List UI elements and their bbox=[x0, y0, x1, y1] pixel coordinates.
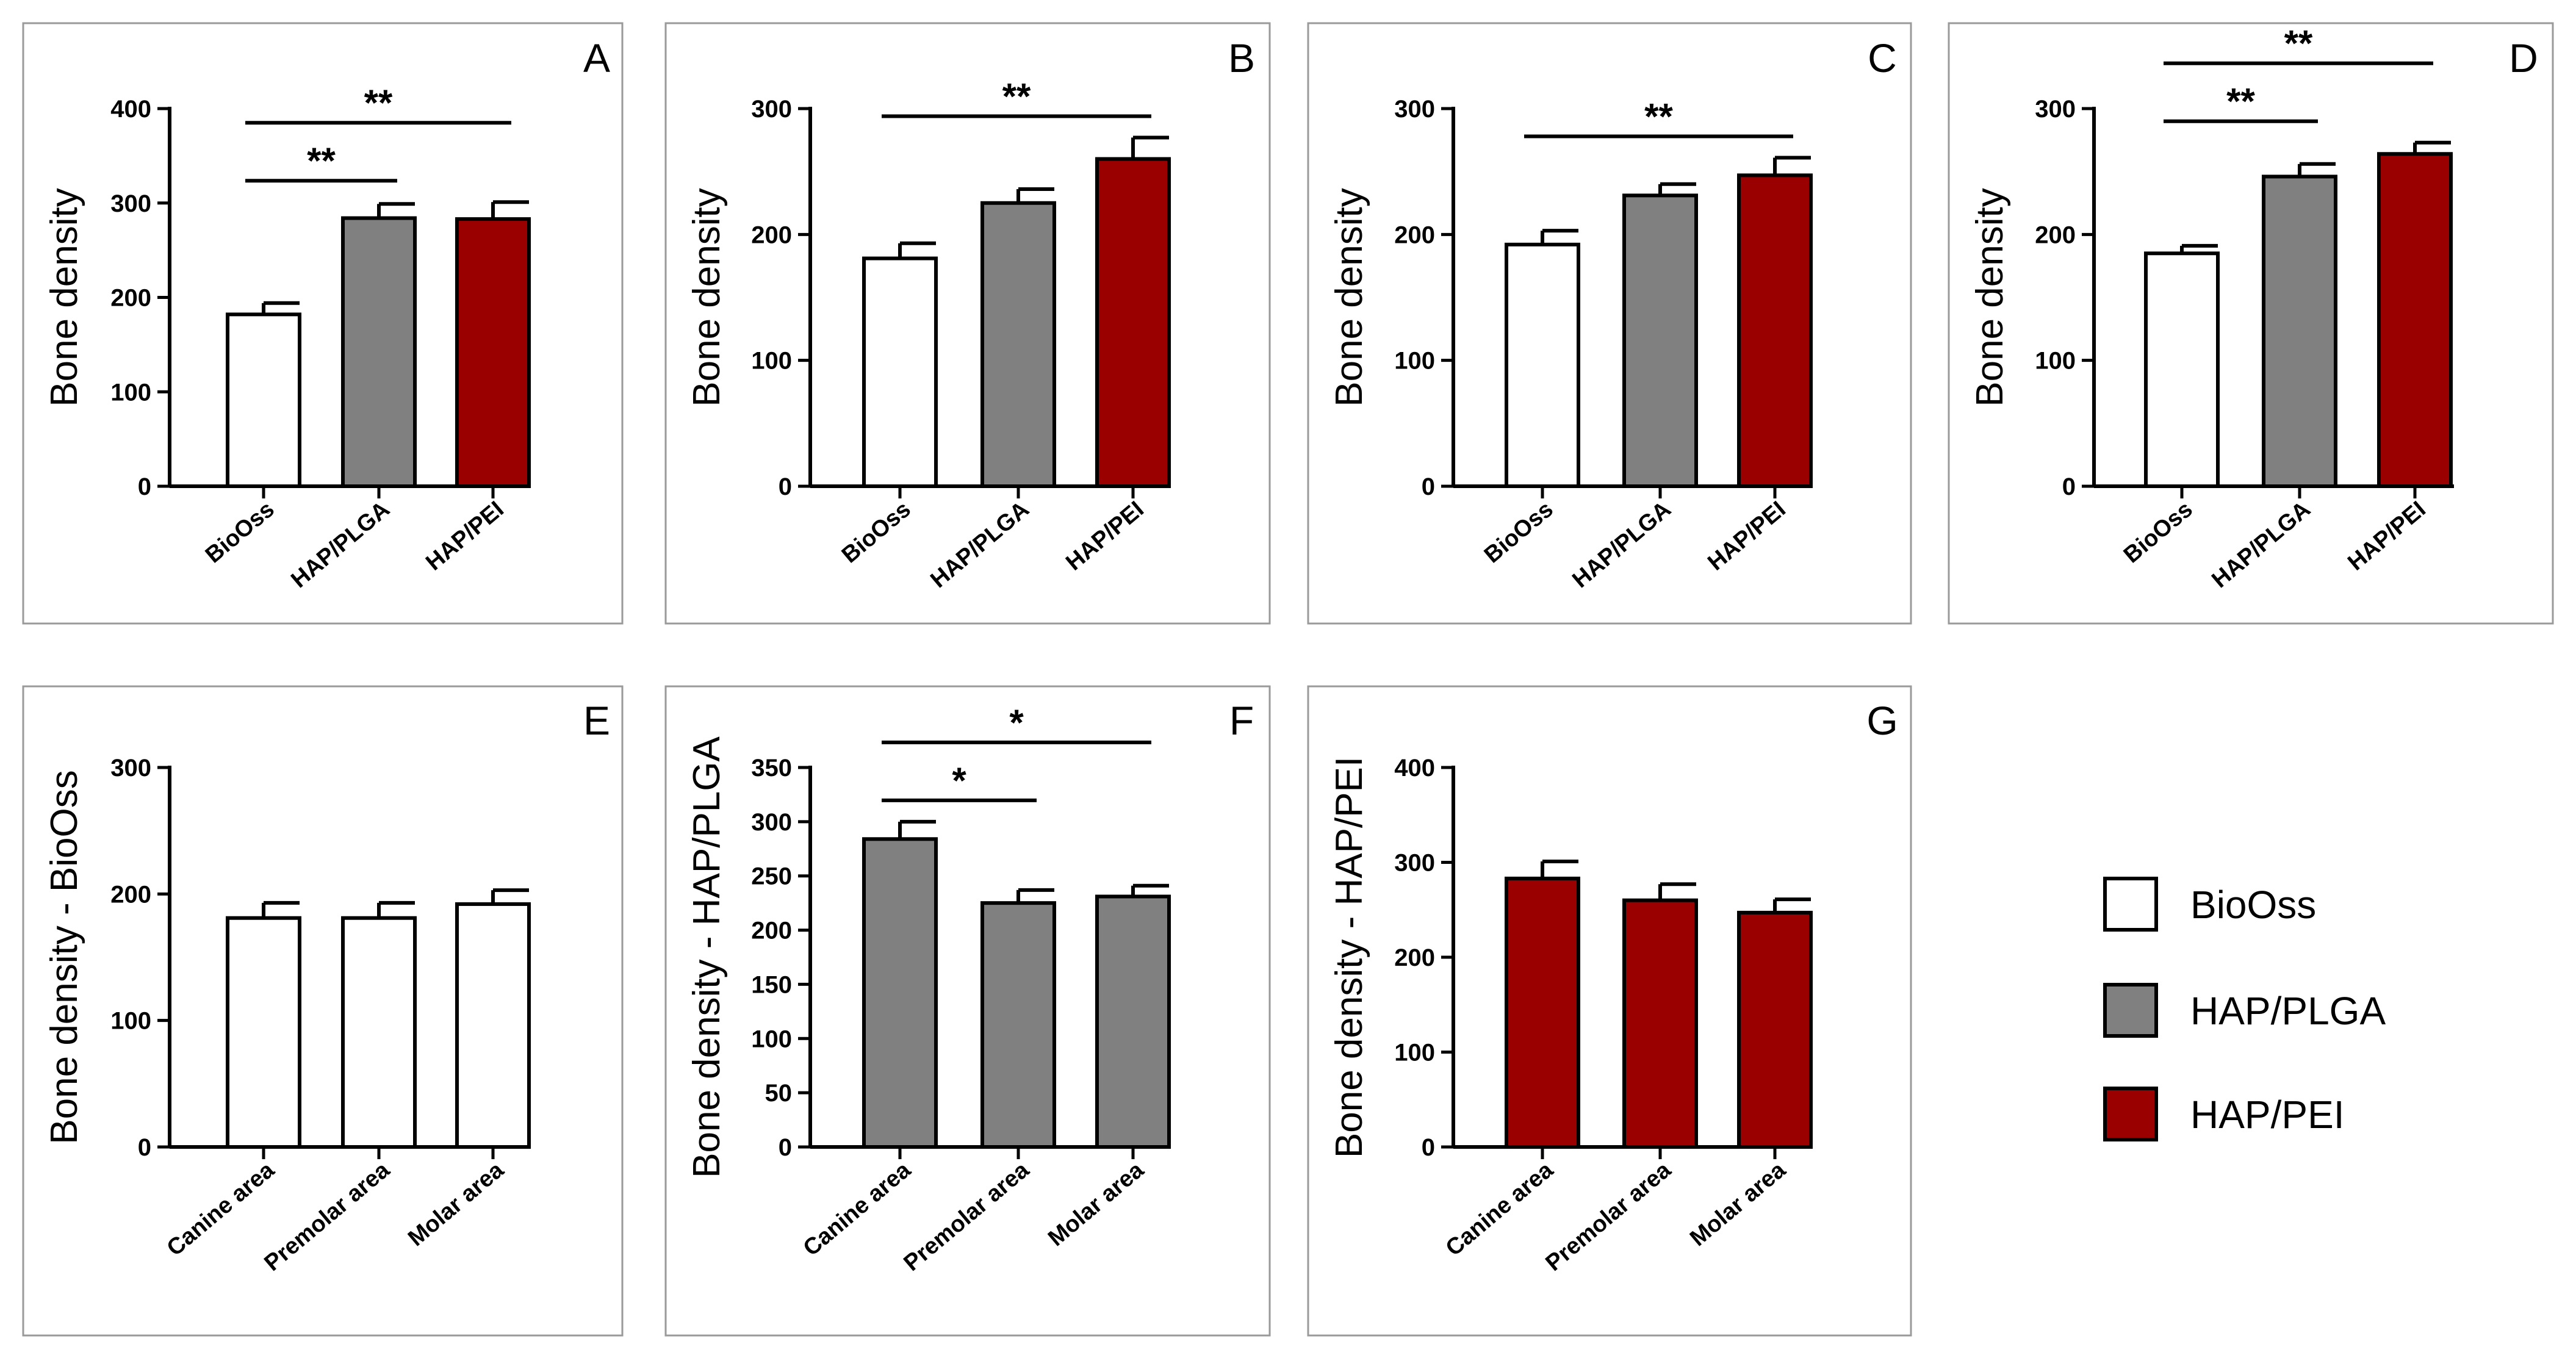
bar-c-1 bbox=[1622, 193, 1698, 488]
y-tick-label: 100 bbox=[751, 348, 792, 375]
significance-label: ** bbox=[364, 82, 393, 123]
y-tick-label: 150 bbox=[751, 971, 792, 998]
y-tick-label: 50 bbox=[765, 1080, 793, 1107]
bar-g-0 bbox=[1505, 876, 1580, 1149]
legend-swatch-hap-pei bbox=[2103, 1087, 2158, 1141]
y-tick-label: 300 bbox=[1394, 850, 1435, 877]
panel-letter: E bbox=[583, 698, 610, 743]
panel-letter: A bbox=[583, 35, 610, 81]
legend-label-bioOss: BioOss bbox=[2190, 883, 2316, 927]
y-axis-title: Bone density bbox=[43, 188, 85, 406]
panel-letter: B bbox=[1228, 35, 1255, 81]
panel-letter: G bbox=[1866, 698, 1898, 743]
bar-c-2 bbox=[1737, 173, 1813, 488]
panel-letter: D bbox=[2509, 35, 2538, 81]
legend: BioOss HAP/PLGA HAP/PEI bbox=[2103, 877, 2386, 1141]
y-tick-label: 0 bbox=[779, 1134, 792, 1161]
y-tick-label: 350 bbox=[751, 755, 792, 782]
legend-swatch-hap-plga bbox=[2103, 983, 2158, 1038]
y-axis-title: Bone density - HAP/PEI bbox=[1328, 757, 1370, 1158]
y-axis-title: Bone density - HAP/PLGA bbox=[686, 736, 728, 1178]
significance-label: ** bbox=[1002, 76, 1031, 117]
legend-label-hap-plga: HAP/PLGA bbox=[2190, 989, 2386, 1033]
bar-g-1 bbox=[1622, 898, 1698, 1149]
y-tick-label: 200 bbox=[110, 285, 151, 312]
y-tick-label: 250 bbox=[751, 863, 792, 890]
panel-frame bbox=[664, 685, 1271, 1337]
bar-f-1 bbox=[980, 901, 1056, 1149]
y-tick-label: 100 bbox=[751, 1026, 792, 1052]
y-tick-label: 0 bbox=[1422, 473, 1435, 500]
y-tick-label: 0 bbox=[138, 473, 151, 500]
y-tick-label: 0 bbox=[1422, 1134, 1435, 1161]
legend-label-hap-pei: HAP/PEI bbox=[2190, 1093, 2345, 1137]
bar-d-1 bbox=[2262, 174, 2337, 488]
panels: 0 100 200 300 400 BioOss HAP/PLGA HAP/PEI Bone d… bbox=[22, 22, 2554, 1337]
significance-label: ** bbox=[2226, 81, 2255, 122]
y-tick-label: 100 bbox=[1394, 1040, 1435, 1066]
bar-a-0 bbox=[226, 312, 301, 488]
y-tick-label: 300 bbox=[751, 96, 792, 123]
y-tick-label: 200 bbox=[751, 918, 792, 944]
bar-a-2 bbox=[455, 217, 531, 488]
y-tick-label: 200 bbox=[2035, 221, 2076, 248]
significance-label: * bbox=[1009, 702, 1024, 743]
significance-label: ** bbox=[307, 140, 336, 181]
y-tick-label: 0 bbox=[779, 473, 792, 500]
y-tick-label: 200 bbox=[1394, 944, 1435, 971]
y-axis-title: Bone density - BioOss bbox=[43, 770, 85, 1144]
y-tick-label: 200 bbox=[1394, 221, 1435, 248]
bar-e-0 bbox=[226, 916, 301, 1149]
bar-d-2 bbox=[2377, 152, 2453, 488]
bar-f-2 bbox=[1095, 894, 1171, 1149]
panel-letter: F bbox=[1229, 698, 1254, 743]
y-tick-label: 100 bbox=[110, 379, 151, 406]
y-tick-label: 300 bbox=[110, 755, 151, 782]
y-axis-title: Bone density bbox=[1328, 188, 1370, 406]
bar-e-1 bbox=[341, 916, 417, 1149]
panel-letter: C bbox=[1868, 35, 1897, 81]
y-tick-label: 100 bbox=[110, 1008, 151, 1035]
y-tick-label: 300 bbox=[1394, 96, 1435, 123]
bar-a-1 bbox=[341, 216, 417, 488]
bar-d-0 bbox=[2144, 251, 2220, 488]
significance-label: ** bbox=[1644, 96, 1673, 137]
y-tick-label: 400 bbox=[110, 96, 151, 123]
y-tick-label: 0 bbox=[2062, 473, 2076, 500]
y-tick-label: 400 bbox=[1394, 755, 1435, 782]
y-tick-label: 0 bbox=[138, 1134, 151, 1161]
significance-label: ** bbox=[2284, 23, 2313, 64]
bar-b-0 bbox=[862, 256, 938, 488]
bar-b-1 bbox=[980, 201, 1056, 488]
y-axis-title: Bone density bbox=[1969, 188, 2011, 406]
y-axis-title: Bone density bbox=[686, 188, 728, 406]
bar-g-2 bbox=[1737, 910, 1813, 1149]
y-tick-label: 200 bbox=[751, 221, 792, 248]
bar-f-0 bbox=[862, 837, 938, 1149]
panel-frame bbox=[1307, 685, 1912, 1337]
y-tick-label: 300 bbox=[110, 190, 151, 217]
legend-swatch-bioOss bbox=[2103, 877, 2158, 932]
y-tick-label: 300 bbox=[751, 809, 792, 836]
bar-b-2 bbox=[1095, 157, 1171, 488]
significance-label: * bbox=[952, 760, 966, 801]
y-tick-label: 300 bbox=[2035, 96, 2076, 123]
y-tick-label: 200 bbox=[110, 881, 151, 908]
bar-e-2 bbox=[455, 902, 531, 1149]
y-tick-label: 100 bbox=[1394, 348, 1435, 375]
bar-c-0 bbox=[1505, 242, 1580, 488]
y-tick-label: 100 bbox=[2035, 348, 2076, 375]
